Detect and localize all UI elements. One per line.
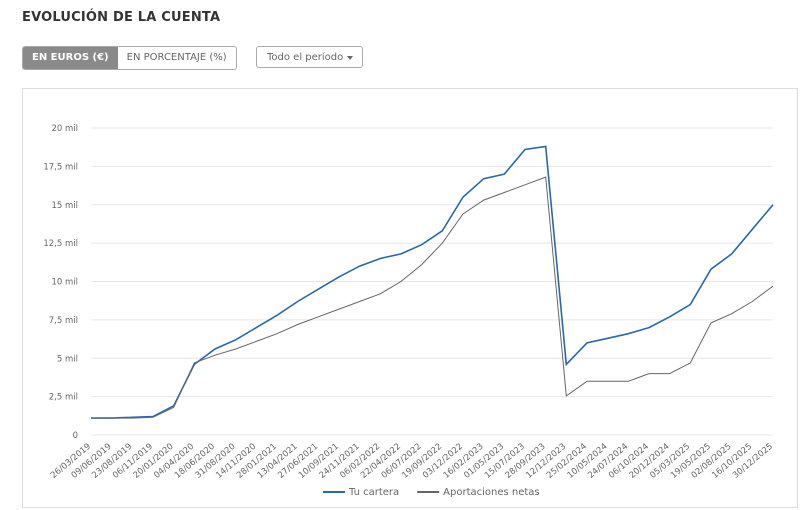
legend-label: Aportaciones netas [443,487,540,498]
y-tick-label: 17,5 mil [43,162,78,172]
y-tick-label: 20 mil [51,124,78,134]
y-tick-label: 12,5 mil [43,239,78,249]
chart-panel: 0 2,5 mil 5 mil 7,5 mil 10 mil 12,5 mil 15 mil… [22,88,798,508]
y-tick-label: 15 mil [51,201,78,211]
chart: 0 2,5 mil 5 mil 7,5 mil 10 mil 12,5 mil 15 mil… [43,124,775,498]
unit-button[interactable]: EN PORCENTAJE (%) [117,47,236,69]
y-tick-label: 0 [73,431,78,441]
y-tick-label: 7,5 mil [49,316,78,326]
period-dropdown[interactable]: Todo el período [256,46,363,68]
legend-label: Tu cartera [348,487,399,498]
unit-button[interactable]: EN EUROS (€) [23,47,118,69]
y-tick-label: 2,5 mil [49,393,78,403]
caret-icon [347,56,353,60]
period-label: Todo el período [267,52,344,63]
series-line [91,145,774,419]
unit-toggle: EN EUROS (€) EN PORCENTAJE (%) [22,46,237,70]
series-line [91,176,774,419]
page-title: EVOLUCIÓN DE LA CUENTA [22,10,221,25]
y-tick-label: 10 mil [51,278,78,288]
y-tick-label: 5 mil [57,354,78,364]
